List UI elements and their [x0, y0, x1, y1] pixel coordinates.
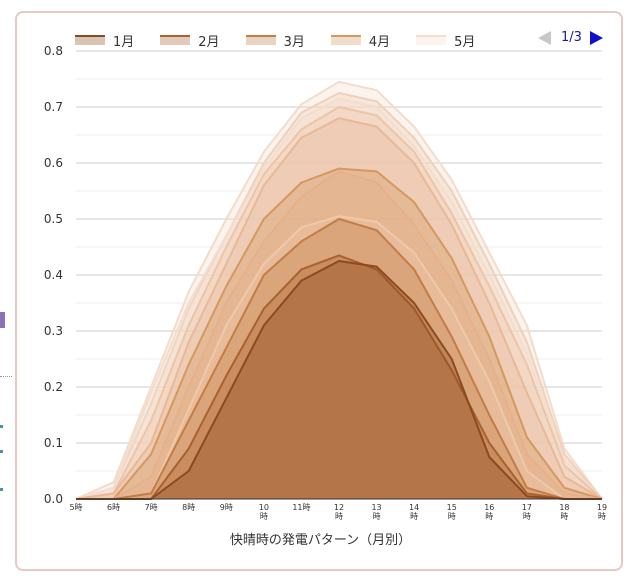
legend-swatch-line [160, 35, 191, 37]
x-tick-label: 時 [410, 512, 418, 521]
page-edge [0, 0, 12, 586]
series-line-10 [75, 80, 603, 500]
legend-item[interactable]: 1月 [75, 30, 134, 50]
pager-prev-icon[interactable] [538, 30, 551, 45]
series-area-4 [76, 98, 602, 499]
pager-label: 1/3 [561, 30, 582, 45]
x-tick-label: 5時 [69, 503, 82, 512]
legend-label: 1月 [113, 34, 135, 50]
x-tick-label: 8時 [182, 503, 195, 512]
x-tick-label: 13 [371, 503, 381, 512]
series-line-5 [76, 215, 602, 500]
chart-legend: 1月 2月 3月 4月 5月 [75, 30, 501, 50]
x-tick-label: 10 [259, 503, 269, 512]
x-tick-label: 19 [597, 503, 607, 512]
legend-item[interactable]: 3月 [245, 30, 305, 50]
x-tick-label: 12 [334, 503, 344, 512]
x-tick-label: 6時 [107, 503, 120, 512]
series-line-8 [75, 106, 603, 500]
legend-swatch [245, 35, 276, 45]
x-tick-label: 時 [335, 512, 343, 521]
side-accent [0, 312, 5, 328]
chart-title: 快晴時の発電パターン（月別） [229, 533, 412, 548]
x-tick-label: 15 [447, 503, 457, 512]
side-mark [0, 488, 3, 491]
y-tick-label: 0.4 [44, 268, 63, 282]
x-tick-label: 時 [448, 512, 456, 521]
series-area-1 [76, 255, 602, 499]
series-line-7 [75, 117, 603, 500]
x-tick-label: 時 [523, 512, 531, 521]
y-tick-label: 0.6 [44, 156, 63, 170]
x-tick-label: 9時 [220, 503, 233, 512]
x-tick-label: 時 [485, 512, 493, 521]
series-area-8 [76, 107, 602, 499]
y-tick-label: 0.3 [44, 324, 63, 338]
series-area-0 [76, 261, 602, 499]
series-area-7 [76, 118, 602, 499]
y-tick-label: 0.1 [44, 436, 63, 450]
series-line-3 [76, 167, 603, 500]
legend-swatch-line [330, 35, 361, 37]
legend-swatch [330, 35, 361, 45]
legend-item[interactable]: 4月 [330, 30, 391, 50]
pager-next-icon[interactable] [589, 30, 603, 45]
x-tick-label: 7時 [145, 503, 158, 512]
legend-swatch-line [75, 35, 105, 37]
y-tick-label: 0.5 [44, 212, 63, 226]
x-tick-label: 時 [373, 512, 381, 521]
x-tick-label: 時 [560, 512, 568, 521]
series-area-2 [76, 219, 602, 499]
y-tick-label: 0.0 [44, 492, 63, 506]
legend-item[interactable]: 5月 [416, 30, 475, 50]
series-line-1 [76, 254, 602, 500]
series-area-5 [76, 216, 602, 499]
legend-swatch-line [416, 35, 447, 37]
x-tick-label: 14 [409, 503, 419, 512]
side-divider [0, 376, 12, 377]
legend-pager: 1/3 [538, 30, 603, 45]
y-tick-label: 0.7 [44, 100, 63, 114]
y-tick-label: 0.2 [44, 380, 63, 394]
legend-label: 3月 [283, 34, 305, 50]
series-line-0 [76, 260, 602, 500]
side-mark [0, 425, 3, 428]
x-tick-label: 時 [260, 512, 268, 521]
legend-item[interactable]: 2月 [160, 30, 220, 50]
legend-label: 4月 [368, 34, 391, 50]
x-tick-label: 16 [484, 503, 494, 512]
series-line-6 [76, 170, 603, 500]
legend-swatch [75, 35, 105, 45]
y-tick-label: 0.8 [44, 44, 63, 58]
series-area-10 [76, 81, 602, 500]
series-line-2 [76, 218, 602, 500]
x-tick-label: 18 [559, 503, 569, 512]
series-area-6 [76, 171, 602, 499]
legend-swatch-line [245, 35, 276, 37]
legend-label: 2月 [198, 34, 220, 50]
x-tick-label: 時 [598, 512, 606, 521]
x-tick-label: 17 [522, 503, 532, 512]
side-mark [0, 450, 3, 453]
x-tick-label: 11時 [292, 503, 310, 512]
legend-swatch [160, 35, 191, 45]
series-area-9 [76, 93, 602, 499]
series-line-4 [75, 97, 603, 500]
legend-label: 5月 [454, 34, 476, 50]
series-area-3 [76, 168, 602, 499]
series-line-9 [75, 92, 603, 500]
legend-swatch [416, 35, 447, 45]
